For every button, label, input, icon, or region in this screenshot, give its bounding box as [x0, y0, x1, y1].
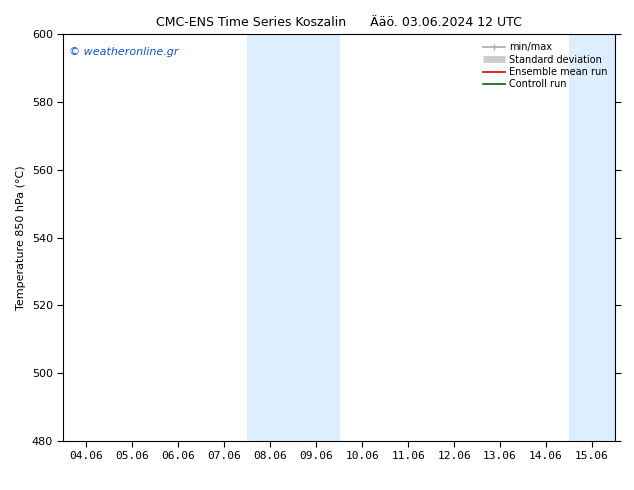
Title: CMC-ENS Time Series Koszalin      Ääö. 03.06.2024 12 UTC: CMC-ENS Time Series Koszalin Ääö. 03.06.… [156, 16, 522, 29]
Legend: min/max, Standard deviation, Ensemble mean run, Controll run: min/max, Standard deviation, Ensemble me… [481, 39, 610, 92]
Y-axis label: Temperature 850 hPa (°C): Temperature 850 hPa (°C) [16, 165, 26, 310]
Text: © weatheronline.gr: © weatheronline.gr [69, 47, 178, 56]
Bar [569, 34, 615, 441]
Bar [247, 34, 339, 441]
